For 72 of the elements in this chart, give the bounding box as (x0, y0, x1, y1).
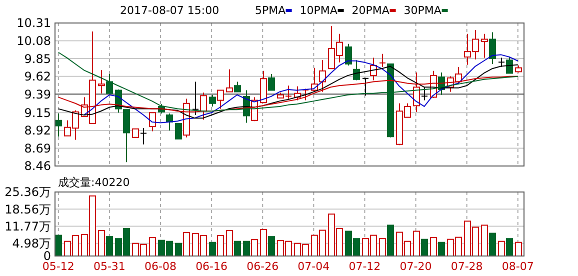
y-tick-label: 10.08 (16, 34, 51, 48)
legend-label: 5PMA (255, 4, 286, 17)
candlestick (98, 70, 105, 94)
bar (481, 224, 488, 256)
y-tick-label: 9.62 (24, 70, 51, 84)
bar (506, 238, 513, 256)
bar (413, 230, 420, 256)
y-tick-label: 8.92 (24, 124, 51, 138)
chart-title: 成交量:40220 (58, 176, 130, 189)
bar (217, 235, 224, 256)
chart-title: 2017-08-07 15:00 (120, 4, 220, 17)
bar (438, 242, 445, 256)
candlestick (140, 128, 146, 145)
y-tick-label: 9.85 (24, 52, 51, 66)
x-tick-label: 06-16 (196, 260, 228, 273)
x-tick-label: 07-20 (400, 260, 432, 273)
x-tick-label: 05-12 (42, 260, 74, 273)
candlestick (268, 74, 275, 91)
bar (209, 242, 216, 256)
candlestick (422, 86, 428, 101)
x-tick-label: 07-04 (298, 260, 330, 273)
candlestick (481, 33, 488, 58)
candlestick (226, 68, 233, 92)
bar (421, 238, 428, 256)
x-tick-label: 07-28 (450, 260, 483, 273)
bar (106, 236, 113, 256)
legend-label: 10PMA (300, 4, 338, 17)
candlestick (55, 112, 62, 138)
bar (175, 242, 182, 256)
bar (251, 239, 258, 256)
candlestick (362, 77, 368, 96)
y-tick-label: 8.69 (24, 141, 51, 156)
bar (498, 240, 505, 256)
x-tick-label: 08-07 (502, 260, 534, 273)
candlestick (380, 53, 386, 68)
y-tick-label: 8.46 (24, 159, 51, 174)
candlestick (217, 90, 224, 110)
bar (515, 242, 522, 256)
bar (379, 238, 386, 256)
x-tick-label: 06-08 (144, 260, 176, 273)
legend-label: 20PMA (352, 4, 390, 17)
y-tick-label: 25.36万 (4, 185, 51, 200)
bar (430, 237, 437, 256)
candlestick (209, 94, 216, 107)
bar (260, 229, 267, 256)
x-tick-label: 07-12 (348, 260, 381, 273)
bar (234, 240, 241, 256)
y-tick-label: 4.98万 (12, 236, 51, 251)
bar (149, 237, 156, 256)
candlestick (506, 56, 513, 74)
y-tick-label: 9.15 (24, 106, 51, 120)
y-tick-label: 11.77万 (4, 219, 51, 234)
bar (183, 232, 190, 256)
x-tick-label: 05-31 (93, 260, 126, 273)
y-tick-label: 9.39 (24, 87, 51, 102)
candlestick (192, 81, 198, 116)
x-tick-label: 06-26 (246, 260, 279, 273)
candlestick (234, 81, 241, 92)
bar (243, 240, 250, 256)
y-tick-label: 18.56万 (4, 202, 51, 216)
candlestick (345, 43, 352, 66)
legend-label: 30PMA (404, 4, 442, 17)
candlestick (489, 32, 496, 64)
bar (98, 230, 105, 256)
bar (387, 224, 394, 256)
bar (268, 236, 275, 256)
y-tick-label: 10.31 (16, 16, 51, 30)
bar (226, 230, 233, 256)
candlestick (149, 112, 156, 132)
bar (489, 232, 496, 256)
candlestick (106, 74, 113, 94)
candlestick (175, 122, 182, 140)
